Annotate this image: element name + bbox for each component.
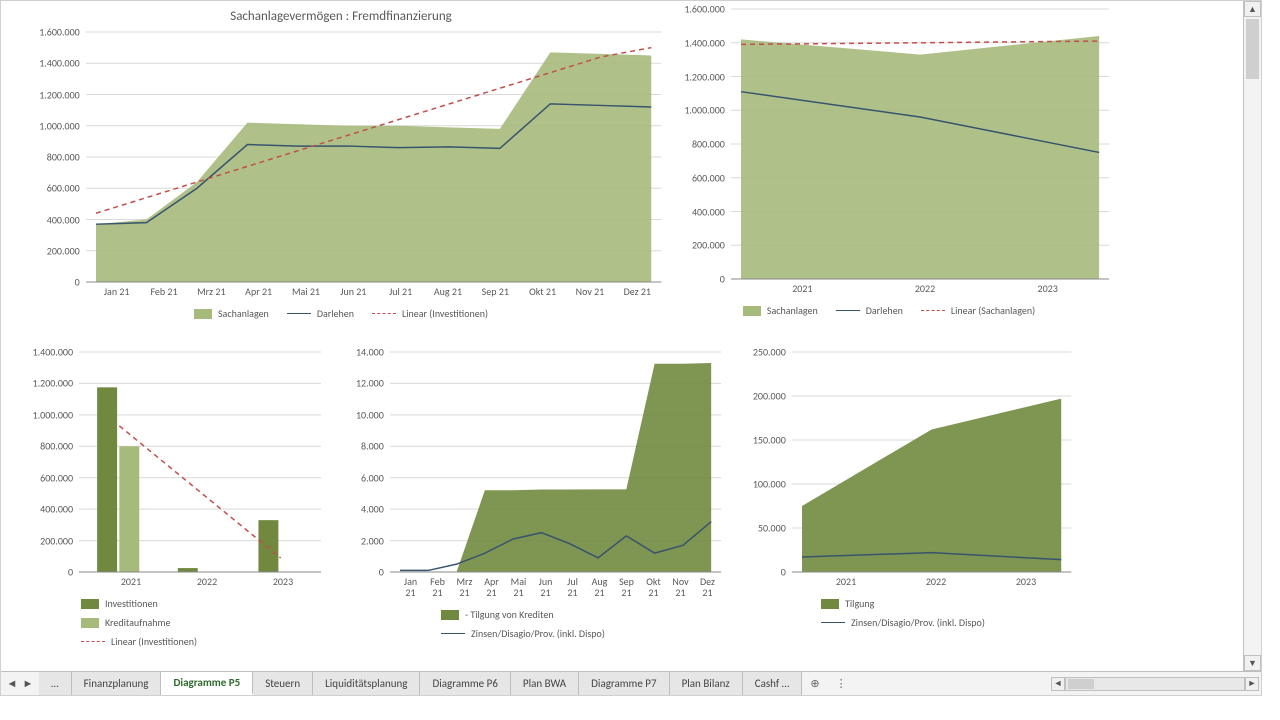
tab-ellipsis[interactable]: … (39, 672, 72, 695)
legend: - Tilgung von Krediten Zinsen/Disagio/Pr… (341, 608, 721, 640)
chart-workspace: Sachanlagevermögen : Fremdfinanzierung 0… (0, 0, 1262, 696)
sheet-tab[interactable]: Finanzplanung (72, 672, 162, 695)
bottom-row: 0200.000400.000600.000800.0001.000.0001.… (21, 352, 1109, 687)
plot-area: 050.000100.000150.000200.000250.000 (792, 352, 1071, 572)
sheet-tab-strip: ◄ ► … FinanzplanungDiagramme P5SteuernLi… (1, 671, 1261, 695)
hscroll-thumb[interactable] (1068, 679, 1094, 689)
x-axis-labels: 202120222023 (801, 576, 1071, 587)
legend: Sachanlagen Darlehen Linear (Sachanlagen… (669, 304, 1109, 317)
x-axis-labels: 202120222023 (741, 283, 1109, 294)
legend: Sachanlagen Darlehen Linear (Investition… (21, 307, 661, 320)
scroll-down-icon[interactable]: ▼ (1244, 655, 1261, 671)
chart-title: Sachanlagevermögen : Fremdfinanzierung (21, 9, 661, 24)
plot-area: 0200.000400.000600.000800.0001.000.0001.… (731, 9, 1109, 279)
tabs-container: FinanzplanungDiagramme P5SteuernLiquidit… (72, 672, 803, 695)
sheet-tab[interactable]: Diagramme P7 (579, 672, 669, 695)
tab-menu-icon[interactable]: ⋮ (828, 672, 855, 695)
hscroll-track[interactable] (1065, 677, 1245, 691)
scroll-up-icon[interactable]: ▲ (1244, 1, 1261, 17)
horizontal-scrollbar[interactable]: ◄ ► (855, 672, 1261, 695)
chart-top-left: Sachanlagevermögen : Fremdfinanzierung 0… (21, 9, 661, 344)
sheet-tab[interactable]: Liquiditätsplanung (313, 672, 420, 695)
chart-top-right: 0200.000400.000600.000800.0001.000.0001.… (669, 9, 1109, 344)
tab-add-icon[interactable]: ⊕ (802, 672, 827, 695)
hscroll-right-icon[interactable]: ► (1245, 677, 1259, 691)
charts-grid: Sachanlagevermögen : Fremdfinanzierung 0… (1, 1, 1261, 695)
plot-area: 02.0004.0006.0008.00010.00012.00014.000 (390, 352, 721, 572)
sheet-tab[interactable]: Plan Bilanz (670, 672, 743, 695)
legend: Investitionen Kreditaufnahme Linear (Inv… (21, 597, 321, 648)
chart-bottom-right: 050.000100.000150.000200.000250.000 2021… (741, 352, 1071, 687)
vertical-scrollbar[interactable]: ▲ ▼ (1243, 1, 1261, 671)
scroll-thumb[interactable] (1246, 19, 1259, 79)
tab-nav-prev-icon[interactable]: ◄ (5, 677, 19, 691)
hscroll-left-icon[interactable]: ◄ (1051, 677, 1065, 691)
legend: Tilgung Zinsen/Disagio/Prov. (inkl. Disp… (741, 597, 1071, 629)
sheet-tab[interactable]: Diagramme P5 (161, 672, 253, 695)
plot-area: 0200.000400.000600.000800.0001.000.0001.… (79, 352, 321, 572)
x-axis-labels: 202120222023 (93, 576, 321, 587)
plot-area: 0200.000400.000600.000800.0001.000.0001.… (86, 32, 661, 282)
sheet-tab[interactable]: Diagramme P6 (420, 672, 510, 695)
tab-nav-next-icon[interactable]: ► (21, 677, 35, 691)
sheet-tab[interactable]: Plan BWA (511, 672, 579, 695)
chart-bottom-mid: 02.0004.0006.0008.00010.00012.00014.000 … (341, 352, 721, 687)
scroll-track[interactable] (1244, 17, 1261, 655)
sheet-tab[interactable]: Steuern (253, 672, 313, 695)
chart-bottom-left: 0200.000400.000600.000800.0001.000.0001.… (21, 352, 321, 687)
x-axis-labels: Jan21Feb21Mrz21Apr21Mai21Jun21Jul21Aug21… (397, 576, 721, 598)
x-axis-labels: Jan 21Feb 21Mrz 21Apr 21Mai 21Jun 21Jul … (93, 286, 661, 297)
sheet-tab[interactable]: Cashf … (743, 672, 803, 695)
